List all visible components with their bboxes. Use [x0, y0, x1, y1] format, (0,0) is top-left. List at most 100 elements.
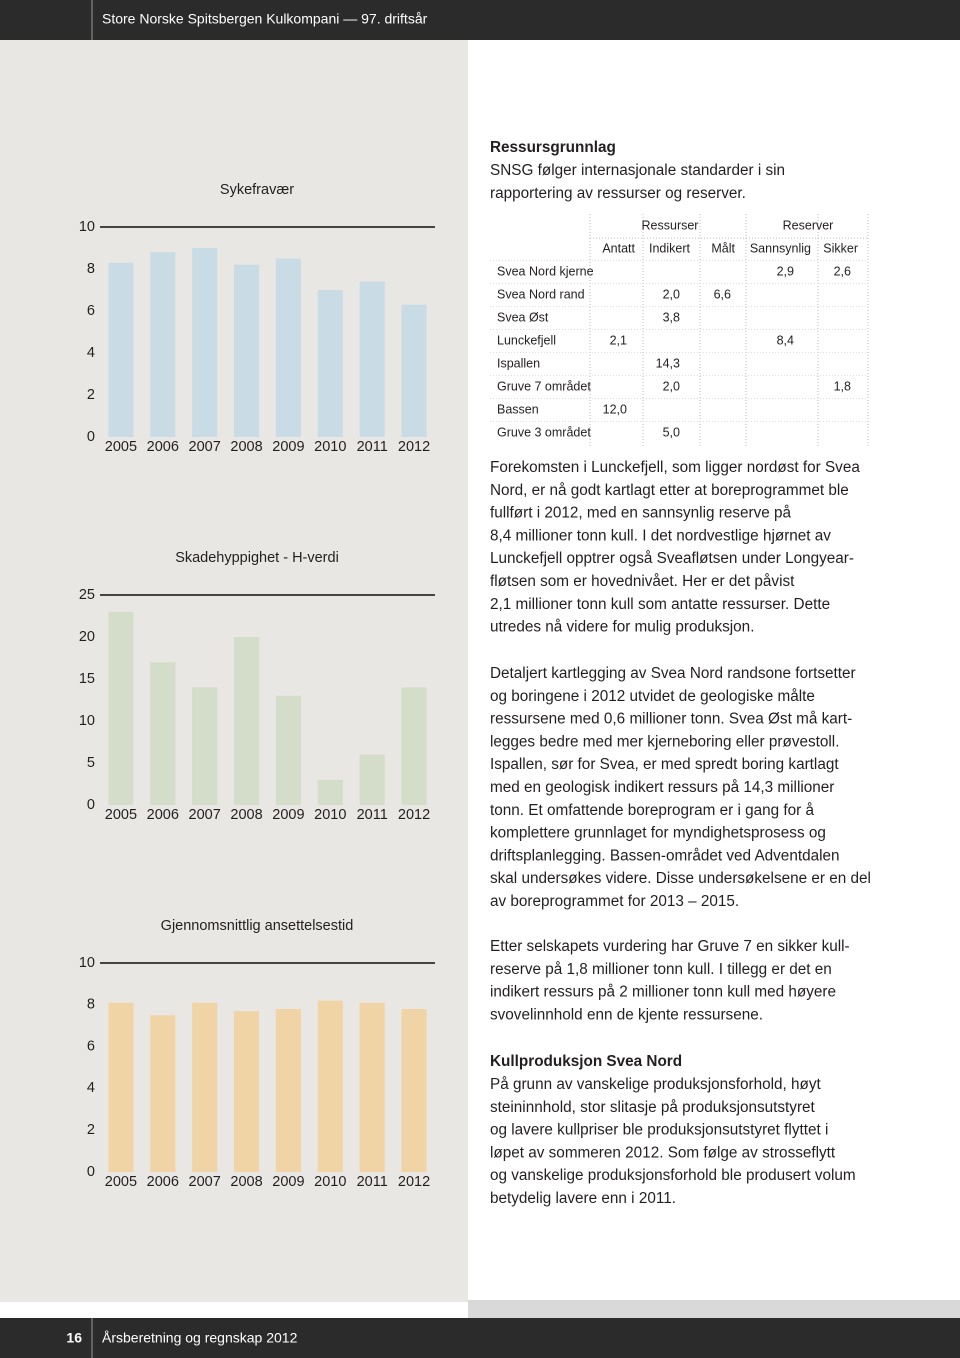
y-tick-label: 10 — [79, 713, 95, 729]
chart-title: Sykefravær — [220, 182, 294, 198]
table-cell: 1,8 — [834, 379, 851, 393]
table-row-label: Bassen — [497, 402, 539, 416]
table-cell: 5,0 — [663, 425, 680, 439]
bar — [359, 754, 385, 805]
header-bar — [0, 0, 960, 40]
text-line: med en geologisk indikert ressurs på 14,… — [490, 779, 834, 796]
table-header: Målt — [711, 241, 735, 255]
chart-title: Gjennomsnittlig ansettelsestid — [161, 918, 354, 934]
text-line: Detaljert kartlegging av Svea Nord rands… — [490, 665, 856, 682]
x-tick-label: 2006 — [147, 807, 179, 823]
x-tick-label: 2010 — [314, 1174, 346, 1190]
x-tick-label: 2009 — [272, 807, 304, 823]
bar — [150, 662, 176, 805]
bar — [150, 1015, 176, 1172]
bar — [108, 1002, 134, 1172]
text-line: betydelig lavere enn i 2011. — [490, 1190, 676, 1207]
y-tick-label: 10 — [79, 955, 95, 971]
bar — [192, 1002, 218, 1172]
x-tick-label: 2011 — [357, 1174, 388, 1190]
text-line: steininnhold, stor slitasje på produksjo… — [490, 1099, 816, 1116]
y-tick-label: 6 — [87, 303, 95, 319]
table-row-label: Gruve 3 området — [497, 425, 591, 439]
bar — [192, 248, 218, 437]
table-header: Antatt — [602, 241, 635, 255]
bar — [108, 611, 134, 805]
x-tick-label: 2010 — [314, 439, 346, 455]
x-tick-label: 2007 — [189, 439, 221, 455]
section-heading: Kullproduksjon Svea Nord — [490, 1053, 682, 1070]
table-row-label: Lunckefjell — [497, 333, 556, 347]
text-line: reserve på 1,8 millioner tonn kull. I ti… — [490, 961, 832, 978]
y-tick-label: 10 — [79, 219, 95, 235]
page-number: 16 — [66, 1330, 82, 1346]
text-line: skal undersøkes videre. Disse undersøkel… — [490, 870, 871, 887]
bar — [401, 1008, 427, 1172]
text-line: driftsplanlegging. Bassen-området ved Ad… — [490, 847, 840, 864]
bar — [359, 1002, 385, 1172]
footer-bar — [0, 1318, 960, 1358]
table-header: Indikert — [649, 241, 691, 255]
table-header: Sikker — [823, 241, 858, 255]
y-tick-label: 0 — [87, 797, 95, 813]
y-tick-label: 8 — [87, 997, 95, 1013]
x-tick-label: 2012 — [398, 807, 430, 823]
y-tick-label: 20 — [79, 629, 95, 645]
y-tick-label: 25 — [79, 587, 95, 603]
text-line: SNSG følger internasjonale standarder i … — [490, 162, 785, 179]
table-cell: 14,3 — [656, 356, 680, 370]
bar — [401, 687, 427, 805]
bar — [317, 1000, 343, 1172]
table-cell: 2,1 — [610, 333, 627, 347]
table-row-label: Svea Nord rand — [497, 287, 585, 301]
text-line: Etter selskapets vurdering har Gruve 7 e… — [490, 938, 850, 955]
section-heading: Ressursgrunnlag — [490, 139, 616, 156]
bar — [317, 290, 343, 437]
y-tick-label: 0 — [87, 429, 95, 445]
table-row-label: Ispallen — [497, 356, 540, 370]
bar — [234, 1011, 260, 1172]
x-tick-label: 2008 — [230, 1174, 262, 1190]
header-title: Store Norske Spitsbergen Kulkompani — 97… — [102, 11, 428, 27]
x-tick-label: 2011 — [357, 439, 388, 455]
y-tick-label: 4 — [87, 1080, 95, 1096]
footer-title: Årsberetning og regnskap 2012 — [102, 1330, 298, 1346]
text-line: På grunn av vanskelige produksjonsforhol… — [490, 1076, 822, 1093]
table-row-label: Svea Øst — [497, 310, 549, 324]
footer-strip — [468, 1300, 960, 1318]
text-line: Nord, er nå godt kartlagt etter at borep… — [490, 482, 849, 499]
text-line: legges bedre med mer kjerneboring eller … — [490, 733, 839, 750]
table-cell: 2,0 — [663, 379, 680, 393]
x-tick-label: 2009 — [272, 1174, 304, 1190]
x-tick-label: 2008 — [230, 807, 262, 823]
table-cell: 12,0 — [603, 402, 627, 416]
x-tick-label: 2006 — [147, 1174, 179, 1190]
text-line: og lavere kullpriser ble produksjonsutst… — [490, 1122, 828, 1139]
table-row-label: Gruve 7 området — [497, 379, 591, 393]
table-cell: 2,0 — [663, 287, 680, 301]
y-tick-label: 8 — [87, 261, 95, 277]
chart-title: Skadehyppighet - H-verdi — [175, 550, 339, 566]
text-line: rapportering av ressurser og reserver. — [490, 185, 746, 202]
x-tick-label: 2010 — [314, 807, 346, 823]
y-tick-label: 5 — [87, 755, 95, 771]
x-tick-label: 2007 — [189, 807, 221, 823]
x-tick-label: 2007 — [189, 1174, 221, 1190]
text-line: komplettere grunnlaget for myndighetspro… — [490, 825, 826, 842]
bar — [275, 258, 301, 437]
table-cell: 3,8 — [663, 310, 680, 324]
text-line: og vanskelige produksjonsforhold ble pro… — [490, 1167, 856, 1184]
y-tick-label: 15 — [79, 671, 95, 687]
y-tick-label: 6 — [87, 1038, 95, 1054]
text-line: Ispallen, sør for Svea, er med spredt bo… — [490, 756, 839, 773]
text-line: og boringene i 2012 utvidet de geologisk… — [490, 688, 815, 705]
x-tick-label: 2005 — [105, 807, 137, 823]
text-line: Lunckefjell opptrer også Sveafløtsen und… — [490, 550, 854, 567]
y-tick-label: 2 — [87, 1122, 95, 1138]
x-tick-label: 2008 — [230, 439, 262, 455]
text-line: indikert ressurs på 2 millioner tonn kul… — [490, 984, 836, 1001]
text-line: fullført i 2012, med en sannsynlig reser… — [490, 505, 791, 522]
table-cell: 6,6 — [714, 287, 731, 301]
text-line: av boreprogrammet for 2013 – 2015. — [490, 893, 739, 910]
